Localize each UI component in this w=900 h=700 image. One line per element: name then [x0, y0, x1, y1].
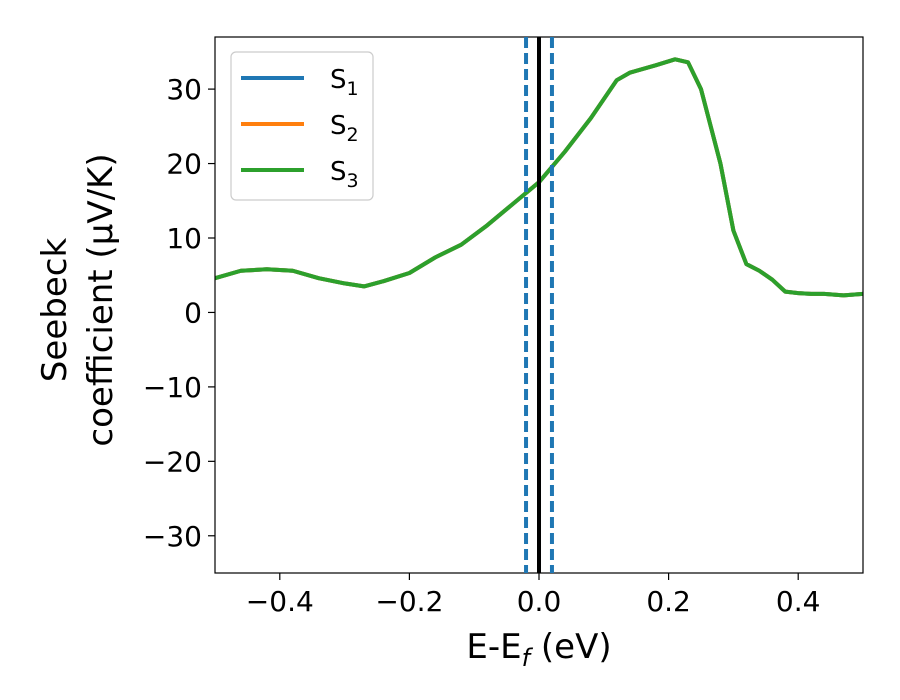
x-axis-title-unit: (eV): [530, 627, 612, 667]
y-tick-label: 0: [184, 296, 202, 329]
x-axis-ticks: −0.4 −0.2 0.0 0.2 0.4: [246, 573, 821, 618]
y-tick-label: −20: [143, 445, 202, 478]
y-tick-label: 30: [166, 73, 202, 106]
legend-label-s2: S2: [330, 111, 359, 146]
x-axis-title: E-Ef (eV): [466, 627, 611, 672]
y-tick-label: 10: [166, 222, 202, 255]
x-tick-label: −0.4: [246, 585, 314, 618]
series-layer: [215, 57, 863, 298]
legend-label-s3: S3: [330, 157, 359, 192]
x-axis-title-main: E-E: [466, 627, 521, 667]
y-tick-label: −30: [143, 520, 202, 553]
reference-lines: [524, 37, 554, 573]
y-axis-ticks: −30 −20 −10 0 10 20 30: [143, 73, 215, 553]
legend: S1 S2 S3: [230, 51, 374, 201]
series-line-s3: [215, 57, 863, 298]
y-axis-title-line1: Seebeck: [35, 238, 75, 383]
x-tick-label: 0.2: [646, 585, 691, 618]
x-tick-label: 0.0: [517, 585, 562, 618]
x-tick-label: 0.4: [776, 585, 821, 618]
x-tick-label: −0.2: [375, 585, 443, 618]
legend-label-s1: S1: [330, 65, 359, 100]
y-tick-label: 20: [166, 148, 202, 181]
y-axis-title-line2: coefficient (μV/K): [81, 153, 121, 446]
y-tick-label: −10: [143, 371, 202, 404]
